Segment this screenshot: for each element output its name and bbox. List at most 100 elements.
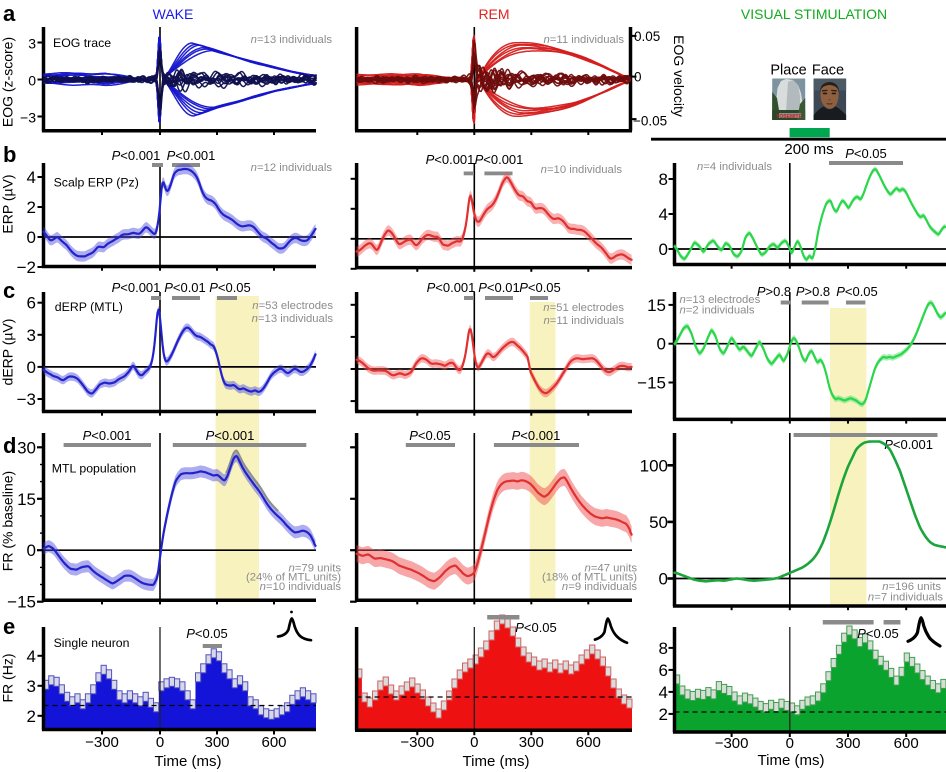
svg-text:P<0.001: P<0.001 <box>206 428 255 443</box>
svg-text:MTL population: MTL population <box>52 462 136 476</box>
svg-text:P<0.001: P<0.001 <box>884 437 933 452</box>
svg-text:n=12 individuals: n=12 individuals <box>251 162 333 174</box>
svg-text:−15: −15 <box>637 374 666 393</box>
svg-text:FR (Hz): FR (Hz) <box>0 654 16 703</box>
svg-text:n=9 individuals: n=9 individuals <box>562 581 637 593</box>
svg-text:b: b <box>3 142 16 167</box>
svg-text:30: 30 <box>17 438 36 457</box>
svg-text:−300: −300 <box>400 734 434 751</box>
svg-text:n=51 electrodes: n=51 electrodes <box>543 302 624 314</box>
svg-text:ERP (µV): ERP (µV) <box>0 174 16 233</box>
svg-text:P<0.05: P<0.05 <box>836 284 878 299</box>
svg-text:Single neuron: Single neuron <box>54 636 130 650</box>
svg-text:n=47 units: n=47 units <box>585 563 638 575</box>
svg-text:Time (ms): Time (ms) <box>758 752 825 769</box>
svg-text:EOG velocity: EOG velocity <box>671 35 687 117</box>
svg-text:P<0.001: P<0.001 <box>112 280 161 295</box>
svg-text:a: a <box>3 1 16 26</box>
svg-text:P<0.05: P<0.05 <box>209 280 251 295</box>
svg-text:300: 300 <box>519 734 544 751</box>
svg-text:P>0.8: P>0.8 <box>796 284 830 299</box>
svg-text:Time (ms): Time (ms) <box>155 753 222 770</box>
svg-text:0: 0 <box>27 358 36 377</box>
svg-text:6: 6 <box>659 661 668 680</box>
svg-text:P<0.05: P<0.05 <box>515 620 557 635</box>
svg-text:0: 0 <box>156 734 164 751</box>
svg-text:−300: −300 <box>85 734 119 751</box>
svg-text:3: 3 <box>27 326 36 345</box>
svg-text:Face: Face <box>812 63 844 79</box>
svg-text:P>0.8: P>0.8 <box>757 284 791 299</box>
svg-text:0: 0 <box>28 73 36 89</box>
svg-text:Time (ms): Time (ms) <box>463 753 530 770</box>
svg-text:P<0.05: P<0.05 <box>857 626 899 641</box>
svg-text:P<0.001: P<0.001 <box>512 428 561 443</box>
svg-text:P<0.001: P<0.001 <box>426 152 475 167</box>
svg-text:0.05: 0.05 <box>634 29 660 44</box>
svg-text:4: 4 <box>659 205 668 224</box>
svg-text:(24% of MTL units): (24% of MTL units) <box>246 572 341 584</box>
svg-text:P<0.05: P<0.05 <box>409 428 451 443</box>
svg-text:c: c <box>3 278 15 303</box>
svg-text:P<0.001: P<0.001 <box>167 148 216 163</box>
svg-text:n=7 individuals: n=7 individuals <box>868 592 943 604</box>
svg-text:2: 2 <box>659 705 668 724</box>
svg-text:n=13 individuals: n=13 individuals <box>252 313 334 325</box>
svg-text:0: 0 <box>659 240 668 259</box>
svg-text:YOSEMITE: YOSEMITE <box>776 114 803 120</box>
svg-text:P<0.001: P<0.001 <box>427 280 476 295</box>
svg-text:2: 2 <box>27 198 36 217</box>
svg-text:dERP (µV): dERP (µV) <box>0 319 16 386</box>
svg-text:300: 300 <box>835 735 860 752</box>
svg-text:300: 300 <box>204 734 229 751</box>
svg-text:P<0.05: P<0.05 <box>186 626 228 641</box>
svg-text:REM: REM <box>478 6 509 22</box>
svg-text:n=11 individuals: n=11 individuals <box>543 34 624 46</box>
svg-text:15: 15 <box>647 296 666 315</box>
svg-text:0: 0 <box>27 541 36 560</box>
svg-text:600: 600 <box>261 734 286 751</box>
svg-text:2: 2 <box>27 707 36 726</box>
svg-text:600: 600 <box>576 734 601 751</box>
svg-text:−3: −3 <box>20 110 36 126</box>
svg-text:3: 3 <box>28 36 36 52</box>
svg-text:EOG trace: EOG trace <box>53 36 111 50</box>
svg-text:3: 3 <box>27 677 36 696</box>
svg-text:4: 4 <box>27 168 36 187</box>
svg-text:n=79 units: n=79 units <box>289 563 342 575</box>
svg-text:P<0.01: P<0.01 <box>164 280 206 295</box>
svg-text:n=10 individuals: n=10 individuals <box>541 164 623 176</box>
svg-text:0: 0 <box>634 69 642 84</box>
svg-text:0: 0 <box>657 335 666 354</box>
svg-text:6: 6 <box>27 294 36 313</box>
svg-text:−300: −300 <box>715 735 749 752</box>
svg-text:8: 8 <box>659 170 668 189</box>
svg-text:n=13 electrodes: n=13 electrodes <box>680 294 761 306</box>
svg-text:n=4 individuals: n=4 individuals <box>697 161 772 173</box>
svg-text:0: 0 <box>470 734 478 751</box>
svg-text:Place: Place <box>770 63 806 79</box>
svg-text:100: 100 <box>640 456 668 475</box>
svg-text:P<0.05: P<0.05 <box>519 280 561 295</box>
svg-text:EOG (z-score): EOG (z-score) <box>0 37 16 127</box>
svg-text:n=13 individuals: n=13 individuals <box>251 34 333 46</box>
svg-text:n=11 individuals: n=11 individuals <box>543 315 624 327</box>
svg-text:8: 8 <box>659 639 668 658</box>
svg-text:600: 600 <box>894 735 919 752</box>
svg-text:(18% of MTL units): (18% of MTL units) <box>542 572 637 584</box>
svg-text:Scalp ERP (Pz): Scalp ERP (Pz) <box>54 176 139 190</box>
svg-text:P<0.001: P<0.001 <box>112 148 161 163</box>
svg-text:50: 50 <box>649 513 668 532</box>
svg-text:0: 0 <box>659 570 668 589</box>
svg-text:0: 0 <box>27 228 36 247</box>
svg-text:n=53 electrodes: n=53 electrodes <box>252 300 333 312</box>
svg-text:4: 4 <box>659 683 668 702</box>
svg-text:−0.05: −0.05 <box>633 114 667 129</box>
svg-text:4: 4 <box>27 647 36 666</box>
svg-text:n=10 individuals: n=10 individuals <box>260 581 342 593</box>
svg-text:P<0.05: P<0.05 <box>845 146 887 161</box>
svg-text:−2: −2 <box>17 258 36 277</box>
svg-text:n=2 individuals: n=2 individuals <box>680 305 755 317</box>
svg-text:VISUAL STIMULATION: VISUAL STIMULATION <box>741 6 887 22</box>
svg-text:n=196 units: n=196 units <box>882 581 941 593</box>
